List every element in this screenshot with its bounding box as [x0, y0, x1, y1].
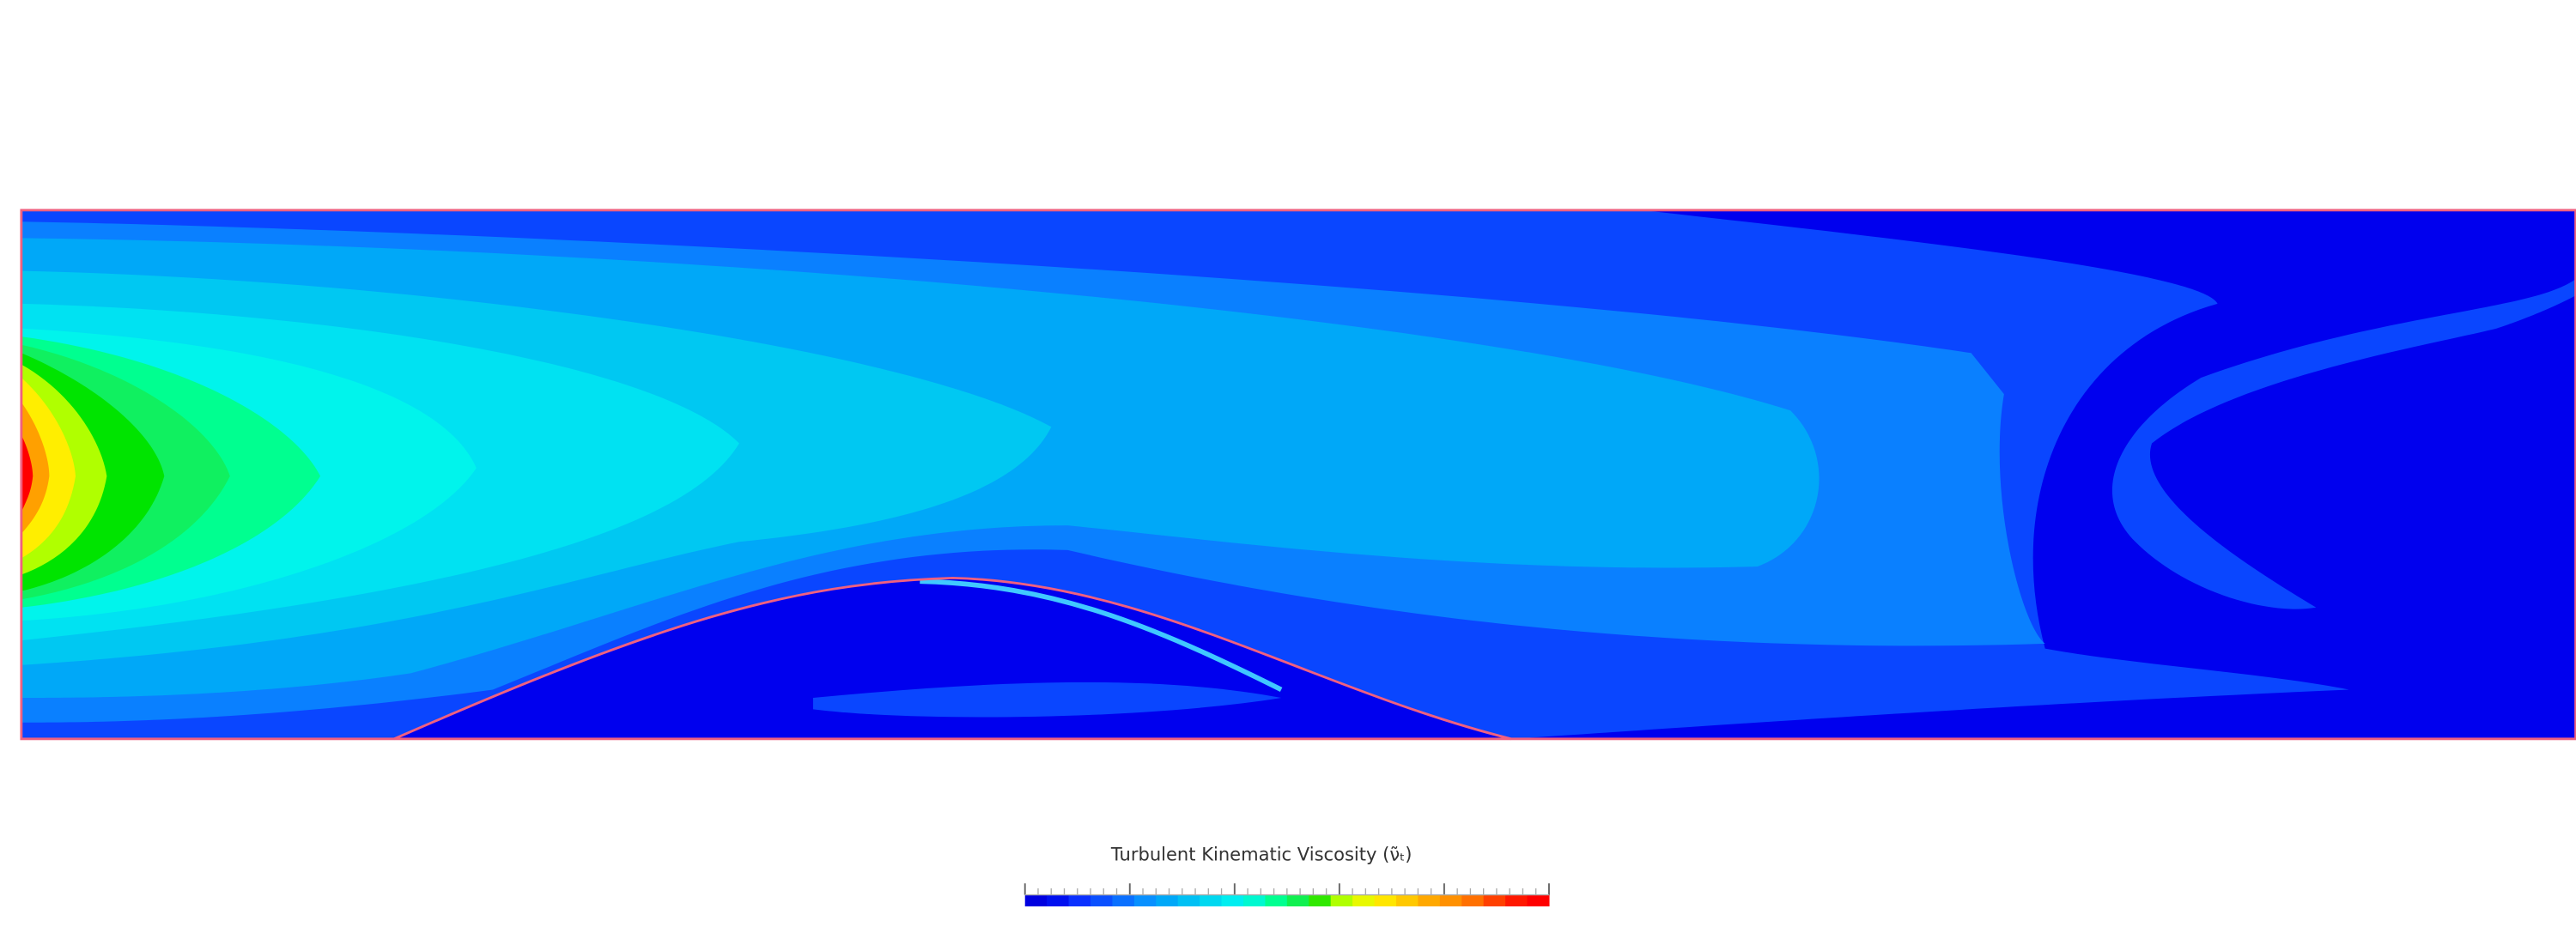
colorbar-segment: [1439, 894, 1462, 906]
colorbar-segment: [1418, 894, 1441, 906]
colorbar-segment: [1395, 894, 1419, 906]
colorbar-segment: [1047, 894, 1070, 906]
colorbar-segment: [1352, 894, 1376, 906]
colorbar-segment: [1286, 894, 1309, 906]
colorbar-segment: [1483, 894, 1506, 906]
scene: Turbulent Kinematic Viscosity (ν̃ₜ): [20, 209, 2576, 906]
colorbar-segment: [1133, 894, 1157, 906]
contour-band: [21, 402, 50, 534]
colorbar-segment: [1527, 894, 1550, 906]
wall-layer: [920, 579, 1283, 693]
contour-band: [21, 434, 33, 512]
contour-band: [812, 682, 1282, 718]
legend-title: Turbulent Kinematic Viscosity (ν̃ₜ): [1110, 843, 1413, 864]
colorbar-segment: [1309, 894, 1332, 906]
colorbar-segment: [1090, 894, 1113, 906]
colorbar-segment: [1024, 894, 1048, 906]
colorbar-segment: [1374, 894, 1397, 906]
colorbar-segment: [1200, 894, 1223, 906]
contour-band: [2111, 279, 2576, 609]
colorbar-segment: [1330, 894, 1353, 906]
colorbar-segment: [1221, 894, 1244, 906]
colorbar-segment: [1505, 894, 1528, 906]
colorbar-segment: [1461, 894, 1485, 906]
colorbar-segment: [1265, 894, 1288, 906]
colorbar-segment: [1242, 894, 1266, 906]
colorbar: [1024, 883, 1550, 906]
hill-wall: [393, 576, 1512, 741]
colorbar-segment: [1112, 894, 1135, 906]
colorbar-segment: [1156, 894, 1179, 906]
colorbar-segment: [1177, 894, 1200, 906]
colorbar-segment: [1068, 894, 1091, 906]
